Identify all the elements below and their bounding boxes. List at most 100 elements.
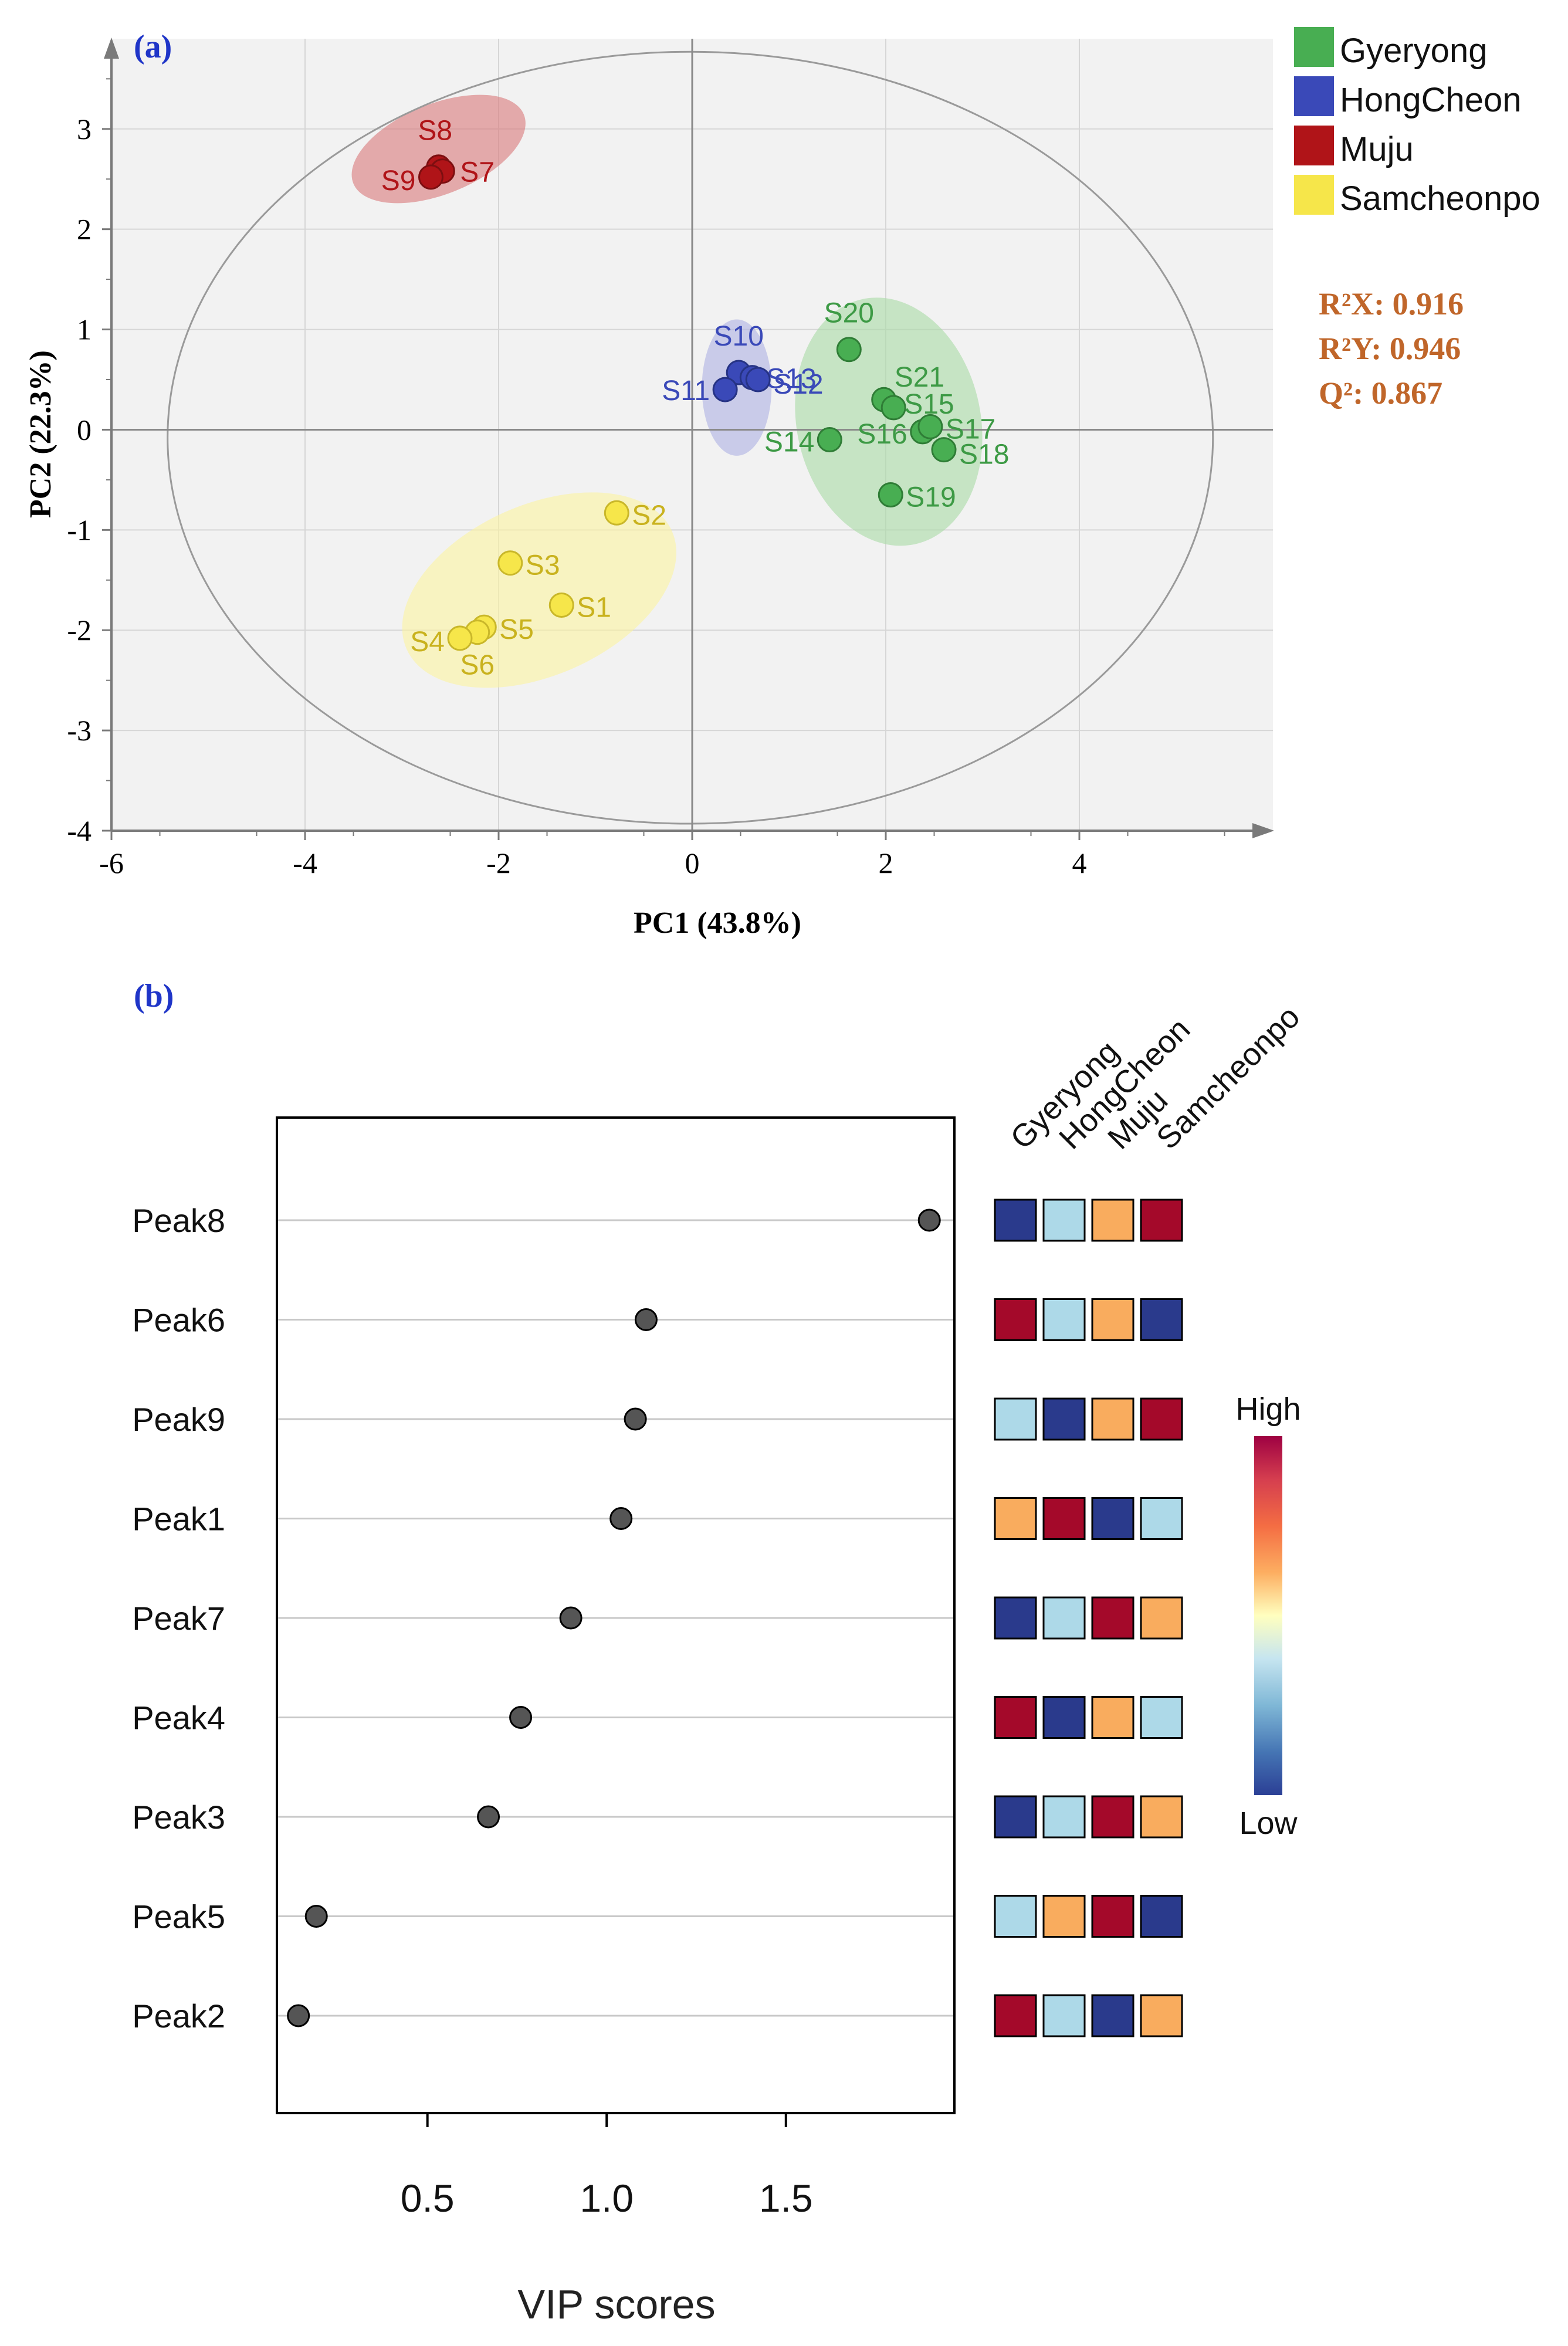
point-marker-s2: [604, 500, 629, 526]
stat-r2x: R²X: 0.916: [1319, 286, 1464, 321]
heatmap-cell-peak4-samcheonpo: [1140, 1696, 1183, 1739]
colorbar-high-label: High: [1235, 1392, 1301, 1427]
pca-xtick-label: 2: [879, 847, 893, 879]
point-label-s12: S12: [773, 369, 823, 400]
point-marker-s18: [931, 437, 957, 463]
vip-ticks: 0.5 1.0 1.5: [401, 2113, 813, 2220]
ellipse-muju: [351, 94, 526, 204]
heatmap-cell-peak8-hongcheon: [1042, 1199, 1086, 1242]
point-label-s1: S1: [577, 593, 611, 624]
vip-row-peak5: Peak5: [132, 1898, 954, 1935]
panel-a-label: (a): [134, 29, 172, 65]
pca-ytick-label: 3: [77, 113, 92, 145]
point-marker-s9: [418, 164, 443, 190]
vip-row-label: Peak9: [132, 1401, 225, 1438]
heatmap-cell-peak4-gyeryong: [994, 1696, 1037, 1739]
legend-swatch-muju: [1294, 126, 1334, 165]
legend-label-samcheonpo: Samcheonpo: [1340, 180, 1540, 218]
pca-ytick-label: -4: [67, 814, 92, 847]
vip-dot-peak8: [917, 1208, 941, 1232]
point-marker-s19: [878, 482, 903, 508]
point-marker-s20: [836, 337, 862, 363]
vip-dot-peak1: [609, 1507, 633, 1530]
pca-ytick-label: 0: [77, 413, 92, 446]
heatmap-cell-peak3-gyeryong: [994, 1795, 1037, 1839]
colorbar-gradient: [1254, 1436, 1282, 1795]
point-label-s4: S4: [410, 627, 445, 658]
vip-dot-peak2: [287, 2004, 310, 2027]
heatmap-cell-peak6-samcheonpo: [1140, 1298, 1183, 1341]
vip-xtick-label: 1.5: [759, 2176, 813, 2220]
heatmap-cell-peak1-muju: [1091, 1497, 1134, 1540]
pca-ytick-label: 2: [77, 213, 92, 246]
point-label-s5: S5: [499, 614, 534, 645]
vip-row-label: Peak5: [132, 1898, 225, 1935]
heatmap-cell-peak2-muju: [1091, 1994, 1134, 2037]
ellipse-hotelling-t2: [167, 50, 1214, 825]
heatmap-cell-peak9-samcheonpo: [1140, 1397, 1183, 1441]
pca-y-axis-arrow: [104, 38, 119, 59]
point-s17: S17: [917, 414, 995, 445]
pca-zero-lines: [111, 39, 1273, 831]
heatmap-cell-peak9-hongcheon: [1042, 1397, 1086, 1441]
point-s6: S6: [460, 619, 495, 681]
heatmap-cell-peak1-gyeryong: [994, 1497, 1037, 1540]
vip-dot-peak6: [634, 1308, 658, 1331]
point-marker-s12: [745, 367, 771, 392]
vip-x-axis-title: VIP scores: [517, 2281, 715, 2327]
point-marker-s15: [880, 395, 906, 421]
pca-xtick-label: -2: [486, 847, 511, 879]
panel-b-label: (b): [134, 978, 174, 1014]
vip-row-peak1: Peak1: [132, 1501, 954, 1538]
vip-dot-peak3: [477, 1805, 500, 1829]
heatmap-cell-peak8-muju: [1091, 1199, 1134, 1242]
heatmap-cell-peak1-samcheonpo: [1140, 1497, 1183, 1540]
pca-legend: Gyeryong HongCheon Muju Samcheonpo: [1294, 27, 1540, 218]
point-s9: S9: [381, 164, 443, 197]
point-label-s13: S13: [766, 364, 816, 395]
vip-xtick-label: 1.0: [580, 2176, 634, 2220]
vip-dot-peak5: [304, 1905, 328, 1928]
legend-label-muju: Muju: [1340, 130, 1414, 168]
model-stats: R²X: 0.916 R²Y: 0.946 Q²: 0.867: [1319, 286, 1464, 411]
vip-dot-peak4: [509, 1706, 533, 1729]
pca-axes: [104, 38, 1274, 838]
heatmap-cell-peak4-hongcheon: [1042, 1696, 1086, 1739]
point-marker-s1: [548, 593, 574, 618]
legend-swatch-hongcheon: [1294, 76, 1334, 116]
point-s2: S2: [604, 500, 666, 531]
vip-rows: Peak8 Peak6 Peak9 Peak1 Peak7 Peak4 Peak3 Peak5…: [132, 1202, 954, 2034]
vip-dot-peak7: [559, 1606, 583, 1630]
legend-label-gyeryong: Gyeryong: [1340, 32, 1487, 70]
point-label-s9: S9: [381, 165, 416, 197]
point-s14: S14: [764, 427, 842, 458]
heatmap-cell-peak2-gyeryong: [994, 1994, 1037, 2037]
vip-row-peak2: Peak2: [132, 1998, 954, 2034]
pca-ytick-label: -1: [67, 513, 92, 546]
vip-row-peak3: Peak3: [132, 1799, 954, 1836]
heatmap-cell-peak1-hongcheon: [1042, 1497, 1086, 1540]
legend-swatch-samcheonpo: [1294, 175, 1334, 215]
heatmap-cell-peak2-hongcheon: [1042, 1994, 1086, 2037]
point-marker-s11: [712, 377, 738, 402]
heatmap-cell-peak7-muju: [1091, 1596, 1134, 1640]
point-s4: S4: [410, 625, 473, 658]
vip-row-peak6: Peak6: [132, 1302, 954, 1339]
heatmap-cell-peak6-hongcheon: [1042, 1298, 1086, 1341]
vip-row-label: Peak3: [132, 1799, 225, 1836]
vip-row-label: Peak4: [132, 1700, 225, 1736]
point-label-s8: S8: [418, 116, 452, 147]
point-s3: S3: [497, 550, 560, 581]
pca-ytick-label: -2: [67, 614, 92, 646]
heatmap-cell-peak5-hongcheon: [1042, 1895, 1086, 1938]
heatmap-cell-peak7-gyeryong: [994, 1596, 1037, 1640]
vip-row-label: Peak2: [132, 1998, 225, 2034]
heatmap-cell-peak2-samcheonpo: [1140, 1994, 1183, 2037]
point-s19: S19: [878, 482, 956, 513]
pca-xtick-label: -4: [293, 847, 317, 879]
heatmap-cell-peak7-samcheonpo: [1140, 1596, 1183, 1640]
pca-y-axis-title: PC2 (22.3%): [24, 350, 57, 518]
point-s12: S12: [745, 367, 824, 400]
point-label-s3: S3: [526, 550, 560, 581]
